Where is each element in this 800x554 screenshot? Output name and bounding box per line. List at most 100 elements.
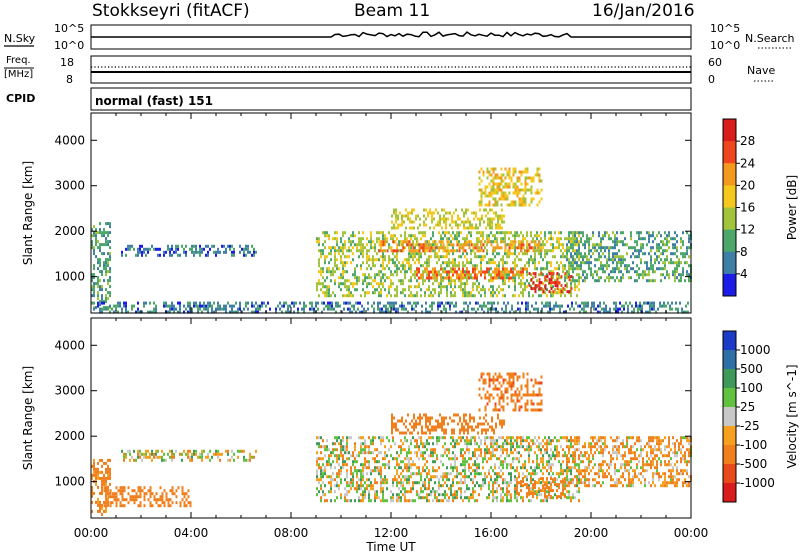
echo-cell: [572, 267, 574, 271]
echo-cell: [217, 304, 219, 308]
echo-cell: [362, 484, 364, 488]
echo-cell: [330, 487, 332, 491]
echo-cell: [155, 452, 157, 456]
echo-cell: [460, 231, 462, 235]
echo-cell: [109, 482, 111, 486]
echo-cell: [265, 304, 267, 308]
echo-cell: [640, 231, 642, 235]
echo-cell: [496, 288, 498, 292]
echo-cell: [488, 191, 491, 195]
echo-cell: [101, 512, 103, 516]
echo-cell: [478, 454, 480, 458]
echo-cell: [370, 442, 372, 446]
echo-cell: [484, 191, 487, 195]
echo-cell: [544, 451, 546, 455]
echo-cell: [181, 244, 183, 248]
echo-cell: [490, 185, 493, 189]
echo-cell: [594, 246, 596, 250]
echo-cell: [360, 475, 362, 479]
echo-cell: [239, 301, 241, 305]
echo-cell: [482, 243, 485, 247]
echo-cell: [536, 457, 538, 461]
echo-cell: [105, 461, 107, 465]
echo-cell: [558, 288, 560, 292]
echo-cell: [570, 291, 572, 295]
echo-cell: [354, 466, 356, 470]
echo-cell: [384, 499, 386, 503]
echo-cell: [674, 267, 676, 271]
echo-cell: [415, 301, 417, 305]
echo-cell: [612, 261, 614, 265]
echo-cell: [233, 310, 235, 314]
echo-cell: [653, 304, 655, 308]
echo-cell: [338, 249, 340, 253]
echo-cell: [107, 467, 109, 471]
echo-cell: [379, 310, 381, 314]
echo-cell: [568, 261, 570, 265]
echo-cell: [255, 250, 257, 254]
echo-cell: [111, 495, 114, 499]
echo-cell: [91, 294, 93, 298]
echo-cell: [398, 466, 400, 470]
echo-cell: [406, 237, 408, 241]
echo-cell: [386, 478, 388, 482]
echo-cell: [450, 234, 452, 238]
echo-cell: [492, 188, 495, 192]
echo-cell: [350, 484, 352, 488]
echo-cell: [91, 285, 93, 289]
echo-cell: [444, 496, 446, 500]
echo-cell: [412, 472, 414, 476]
echo-cell: [436, 255, 438, 259]
echo-cell: [430, 436, 432, 440]
echo-cell: [394, 240, 397, 244]
echo-cell: [346, 451, 348, 455]
echo-cell: [514, 203, 517, 207]
echo-cell: [646, 243, 648, 247]
echo-cell: [498, 475, 500, 479]
echo-cell: [666, 258, 668, 262]
echo-cell: [682, 273, 684, 277]
echo-cell: [664, 249, 666, 253]
echo-cell: [452, 496, 454, 500]
echo-cell: [500, 276, 502, 280]
echo-cell: [366, 267, 368, 271]
echo-cell: [382, 249, 385, 253]
echo-cell: [536, 496, 538, 500]
echo-cell: [548, 460, 550, 464]
echo-cell: [378, 270, 380, 274]
echo-cell: [325, 304, 327, 308]
echo-cell: [372, 436, 374, 440]
echo-cell: [412, 273, 414, 277]
echo-cell: [452, 451, 454, 455]
echo-cell: [370, 234, 372, 238]
echo-cell: [209, 449, 211, 453]
echo-cell: [414, 276, 416, 280]
echo-cell: [492, 252, 494, 256]
echo-cell: [542, 445, 544, 449]
echo-cell: [650, 234, 652, 238]
echo-cell: [460, 490, 462, 494]
echo-cell: [488, 270, 490, 274]
echo-cell: [510, 496, 512, 500]
echo-cell: [496, 267, 498, 271]
echo-cell: [195, 301, 197, 305]
echo-cell: [480, 264, 482, 268]
echo-cell: [356, 469, 358, 473]
echo-cell: [426, 472, 428, 476]
echo-cell: [650, 264, 652, 268]
echo-cell: [420, 496, 422, 500]
echo-cell: [113, 310, 115, 314]
echo-cell: [326, 475, 328, 479]
echo-cell: [107, 270, 109, 274]
echo-cell: [129, 498, 132, 502]
echo-cell: [440, 267, 442, 271]
echo-cell: [606, 276, 608, 280]
echo-cell: [432, 442, 434, 446]
echo-cell: [660, 246, 662, 250]
echo-cell: [334, 279, 336, 283]
echo-cell: [600, 246, 602, 250]
echo-cell: [388, 285, 390, 289]
echo-cell: [638, 273, 640, 277]
echo-cell: [658, 267, 660, 271]
echo-cell: [506, 496, 508, 500]
